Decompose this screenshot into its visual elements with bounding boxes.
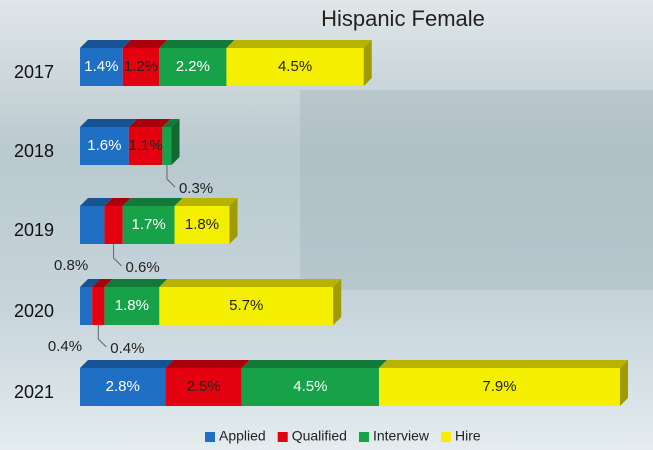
legend-swatch: [358, 432, 369, 442]
legend-swatch: [205, 432, 215, 442]
bar-top: [174, 198, 238, 206]
value-label: 1.4%: [84, 58, 118, 75]
bar-top: [165, 360, 250, 368]
value-label: 2.2%: [176, 58, 210, 75]
value-label: 1.8%: [185, 216, 219, 233]
bar-top: [241, 360, 387, 368]
bar: [104, 287, 160, 325]
value-label: 1.8%: [115, 297, 149, 314]
legend-swatch: [441, 432, 451, 442]
y-tick-label: 2020: [14, 301, 54, 321]
bar-top: [162, 119, 180, 127]
leader-line: [113, 244, 122, 267]
legend-label: Hire: [455, 428, 481, 444]
value-label: 2.5%: [186, 378, 220, 395]
bar: [226, 48, 364, 86]
y-tick-label: 2018: [14, 141, 54, 161]
bar: [80, 206, 105, 244]
bar-top: [104, 198, 131, 206]
background-reflection: [300, 90, 653, 290]
bar-top: [159, 40, 235, 48]
bar-top: [80, 119, 137, 127]
value-label: 0.3%: [179, 180, 213, 197]
bar: [80, 368, 166, 406]
bar: [104, 206, 123, 244]
y-tick-label: 2017: [14, 62, 54, 82]
bar: [378, 368, 620, 406]
bar-side: [363, 40, 372, 86]
bar: [162, 127, 172, 165]
bar: [165, 368, 242, 406]
value-label: 1.7%: [132, 216, 166, 233]
bar: [92, 287, 105, 325]
bar: [122, 48, 160, 86]
legend-label: Qualified: [292, 428, 347, 444]
value-label: 4.5%: [278, 58, 312, 75]
bar: [159, 48, 227, 86]
y-tick-label: 2019: [14, 220, 54, 240]
chart-title: Hispanic Female: [321, 6, 485, 31]
legend-swatch: [277, 432, 288, 442]
bar-side: [229, 198, 238, 244]
leader-line: [97, 325, 107, 348]
value-label: 1.1%: [128, 137, 162, 154]
bar-top: [122, 40, 168, 48]
bar-side: [333, 279, 342, 325]
bar-top: [80, 360, 174, 368]
legend-label: Interview: [373, 428, 430, 444]
leader-line: [166, 165, 176, 188]
bar: [241, 368, 379, 406]
bar: [174, 206, 230, 244]
bar: [80, 48, 123, 86]
bar-top: [80, 279, 101, 287]
value-label: 7.9%: [482, 378, 516, 395]
bar: [128, 127, 163, 165]
value-label: 0.4%: [110, 340, 144, 357]
bar-top: [226, 40, 372, 48]
bar-top: [104, 279, 168, 287]
bar-top: [122, 198, 183, 206]
bar: [80, 127, 129, 165]
value-label: 1.6%: [87, 137, 121, 154]
bar-top: [159, 279, 342, 287]
value-label: 0.8%: [54, 257, 88, 274]
bar-side: [620, 360, 628, 406]
value-label: 5.7%: [229, 297, 263, 314]
y-tick-label: 2021: [14, 382, 54, 402]
value-label: 1.2%: [124, 58, 158, 75]
bar-top: [80, 198, 113, 206]
bar: [159, 287, 334, 325]
bar: [80, 287, 93, 325]
bar-top: [378, 360, 628, 368]
value-label: 2.8%: [106, 378, 140, 395]
value-label: 0.6%: [126, 259, 160, 276]
value-label: 4.5%: [293, 378, 327, 395]
legend-label: Applied: [219, 428, 266, 444]
bar-top: [80, 40, 131, 48]
value-label: 0.4%: [48, 338, 82, 355]
bar-side: [171, 119, 180, 165]
bar-top: [128, 119, 171, 127]
bar-top: [92, 279, 113, 287]
bar: [122, 206, 175, 244]
